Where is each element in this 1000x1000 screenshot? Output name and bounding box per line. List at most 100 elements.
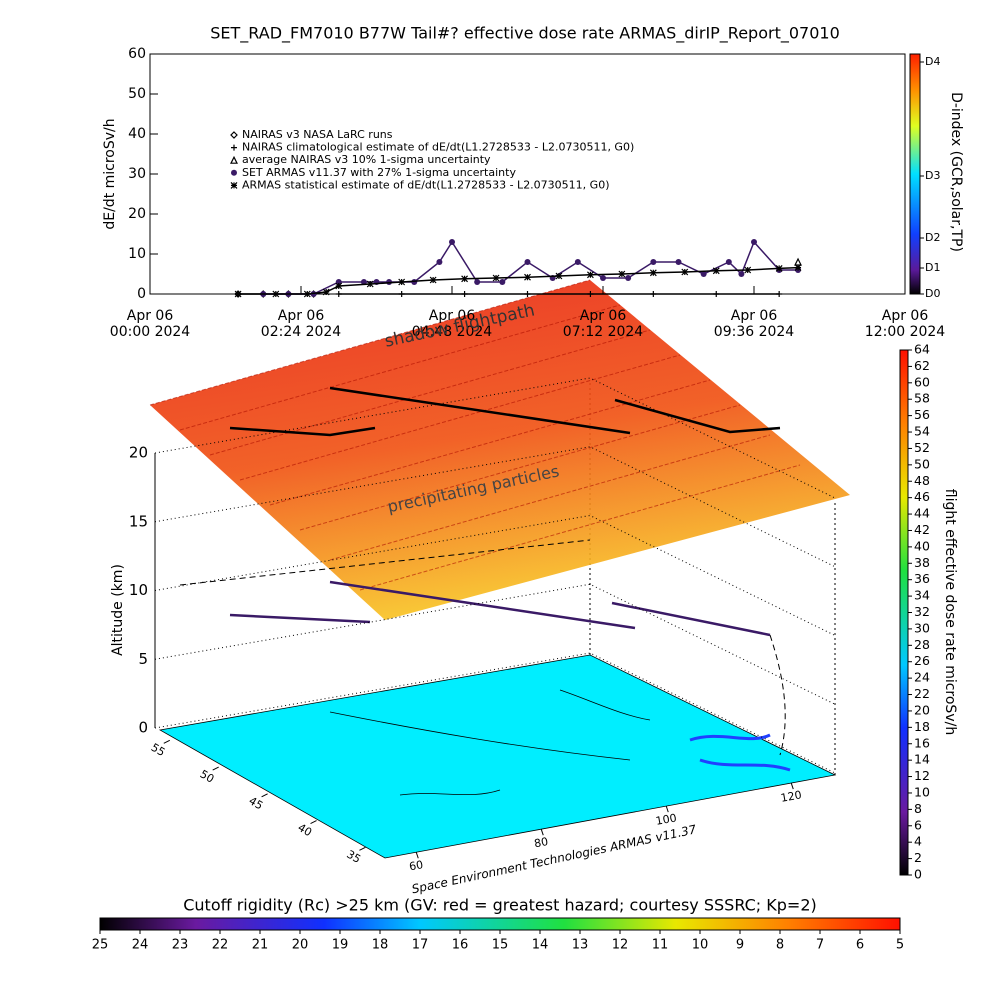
lon-tick-label: 100 [655, 811, 678, 827]
colorbar-tick-label: 2 [914, 850, 922, 865]
legend-label: NAIRAS v3 NASA LaRC runs [242, 128, 393, 141]
map-surface [158, 654, 837, 859]
lon-tick-label: 80 [533, 835, 549, 850]
point [335, 291, 342, 297]
lat-tick-label: 50 [198, 768, 217, 786]
map-colorbar-tick-label: 21 [252, 938, 269, 953]
map-colorbar-tick-label: 14 [532, 938, 549, 953]
y-tick-label: 20 [128, 206, 146, 222]
point [322, 288, 330, 296]
point [360, 279, 367, 285]
point [231, 169, 237, 176]
particle-slab [150, 280, 850, 620]
y-tick-label: 0 [137, 286, 146, 302]
lat-tick-label: 35 [344, 848, 363, 866]
coastline [329, 689, 651, 796]
map-colorbar-tick-label: 18 [372, 938, 389, 953]
lat-tick [359, 846, 366, 851]
point [449, 239, 455, 245]
point [461, 291, 468, 297]
colorbar-tick-label: 28 [914, 637, 930, 652]
point [586, 271, 594, 279]
map-colorbar-tick-label: 8 [776, 938, 784, 953]
point [429, 276, 437, 284]
contour [689, 733, 791, 772]
colorbar-tick-label: 30 [914, 620, 930, 635]
shadow-path [179, 539, 786, 756]
point [738, 271, 745, 277]
flightpath-top [229, 386, 781, 437]
lat-tick-label: 40 [295, 821, 314, 839]
y2-tick-label: D0 [925, 287, 940, 300]
map-colorbar-tick-label: 17 [412, 938, 429, 953]
y2-tick-label: D3 [925, 169, 940, 182]
lat-tick-label: 55 [149, 741, 168, 759]
colorbar-tick-label: 52 [914, 440, 930, 455]
point [794, 257, 803, 266]
colorbar-tick-label: 46 [914, 489, 930, 504]
map-colorbar-tick-label: 9 [736, 938, 744, 953]
point [675, 259, 682, 265]
colorbar-tick-label: 8 [914, 801, 922, 816]
lon-tick [665, 805, 669, 813]
colorbar-tick-label: 4 [914, 834, 922, 849]
point [492, 274, 500, 282]
legend-label: NAIRAS climatological estimate of dE/dt(… [242, 141, 634, 154]
map-colorbar-tick-label: 22 [212, 938, 229, 953]
colorbar-tick-label: 40 [914, 538, 930, 553]
map-colorbar-tick-label: 24 [132, 938, 149, 953]
point [775, 264, 783, 272]
point [650, 259, 657, 265]
colorbar-tick-label: 26 [914, 653, 930, 668]
colorbar-tick-label: 50 [914, 456, 930, 471]
colorbar-tick-label: 56 [914, 407, 930, 422]
legend-label: average NAIRAS v3 10% 1-sigma uncertaint… [242, 153, 491, 166]
lon-tick-label: 60 [408, 858, 424, 873]
colorbar-tick-label: 62 [914, 358, 930, 373]
colorbar-tick-label: 60 [914, 374, 930, 389]
point [366, 280, 374, 288]
point [625, 275, 632, 281]
point [398, 291, 405, 297]
point [751, 239, 757, 245]
map-colorbar-tick-label: 16 [452, 938, 469, 953]
legend-label: ARMAS statistical estimate of dE/dt(L1.2… [242, 178, 609, 191]
point [335, 279, 342, 285]
point [600, 275, 606, 281]
colorbar-tick-label: 36 [914, 571, 930, 586]
point [725, 259, 732, 265]
x-tick-label: Apr 06 09:36 2024 [714, 308, 795, 340]
point [794, 264, 802, 272]
colorbar-tick-label: 12 [914, 768, 930, 783]
lat-tick [310, 820, 317, 825]
y-tick-label: 10 [128, 246, 146, 262]
z-tick-label: 5 [138, 650, 148, 668]
point [744, 266, 752, 274]
point [712, 267, 720, 275]
chart-title: SET_RAD_FM7010 B77W Tail#? effective dos… [210, 24, 840, 44]
point [303, 290, 311, 298]
map-colorbar-tick-label: 23 [172, 938, 189, 953]
plot-3d-decor [149, 279, 850, 859]
y2-tick-label: D2 [925, 231, 940, 244]
point [618, 270, 626, 278]
point [700, 271, 707, 277]
point [499, 279, 506, 285]
point [230, 131, 238, 139]
map-colorbar-tick-label: 6 [856, 938, 864, 953]
colorbar-tick-label: 24 [914, 670, 930, 685]
point [272, 290, 280, 298]
point [650, 291, 657, 297]
lat-tick-label: 45 [247, 794, 266, 812]
point [234, 290, 242, 298]
slab-stripes [149, 279, 801, 591]
y-tick-label: 60 [128, 46, 146, 62]
z-tick-label: 15 [129, 512, 148, 530]
point [230, 155, 238, 164]
point [231, 144, 237, 151]
x-tick-label: Apr 06 07:12 2024 [563, 308, 644, 340]
point [555, 272, 563, 280]
point [574, 259, 581, 265]
lon-tick [540, 829, 544, 836]
y-axis-label: dE/dt microSv/h [102, 118, 118, 229]
